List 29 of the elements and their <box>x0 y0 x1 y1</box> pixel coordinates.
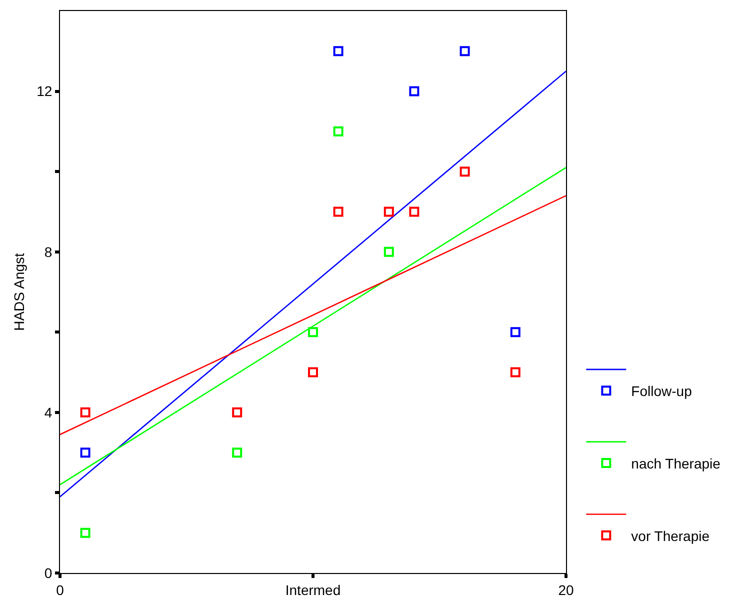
point <box>333 206 344 217</box>
point <box>384 206 394 217</box>
point <box>333 126 344 136</box>
point <box>333 46 344 56</box>
legend-label: nach Therapie <box>631 455 721 472</box>
point <box>409 206 420 217</box>
y-axis-title: HADS Angst <box>11 252 28 331</box>
point <box>384 246 394 257</box>
point <box>460 166 470 177</box>
point <box>308 327 318 338</box>
point <box>232 407 242 418</box>
y-tick-label: 4 <box>44 404 52 420</box>
y-tick-label: 0 <box>44 564 52 581</box>
legend-label: vor Therapie <box>631 528 710 544</box>
x-tick-label: Intermed <box>285 582 341 598</box>
x-tick-label: 0 <box>56 582 64 598</box>
point <box>510 327 520 338</box>
point <box>80 528 90 538</box>
legend-label: Follow-up <box>631 383 692 400</box>
point <box>308 367 318 378</box>
point <box>510 367 520 378</box>
x-tick-label: 20 <box>558 582 574 598</box>
point <box>409 86 420 96</box>
y-tick-label: 8 <box>44 244 52 260</box>
y-tick-label: 12 <box>36 83 52 100</box>
point <box>232 448 242 458</box>
point <box>80 407 90 418</box>
point <box>460 46 470 56</box>
point <box>80 448 90 458</box>
